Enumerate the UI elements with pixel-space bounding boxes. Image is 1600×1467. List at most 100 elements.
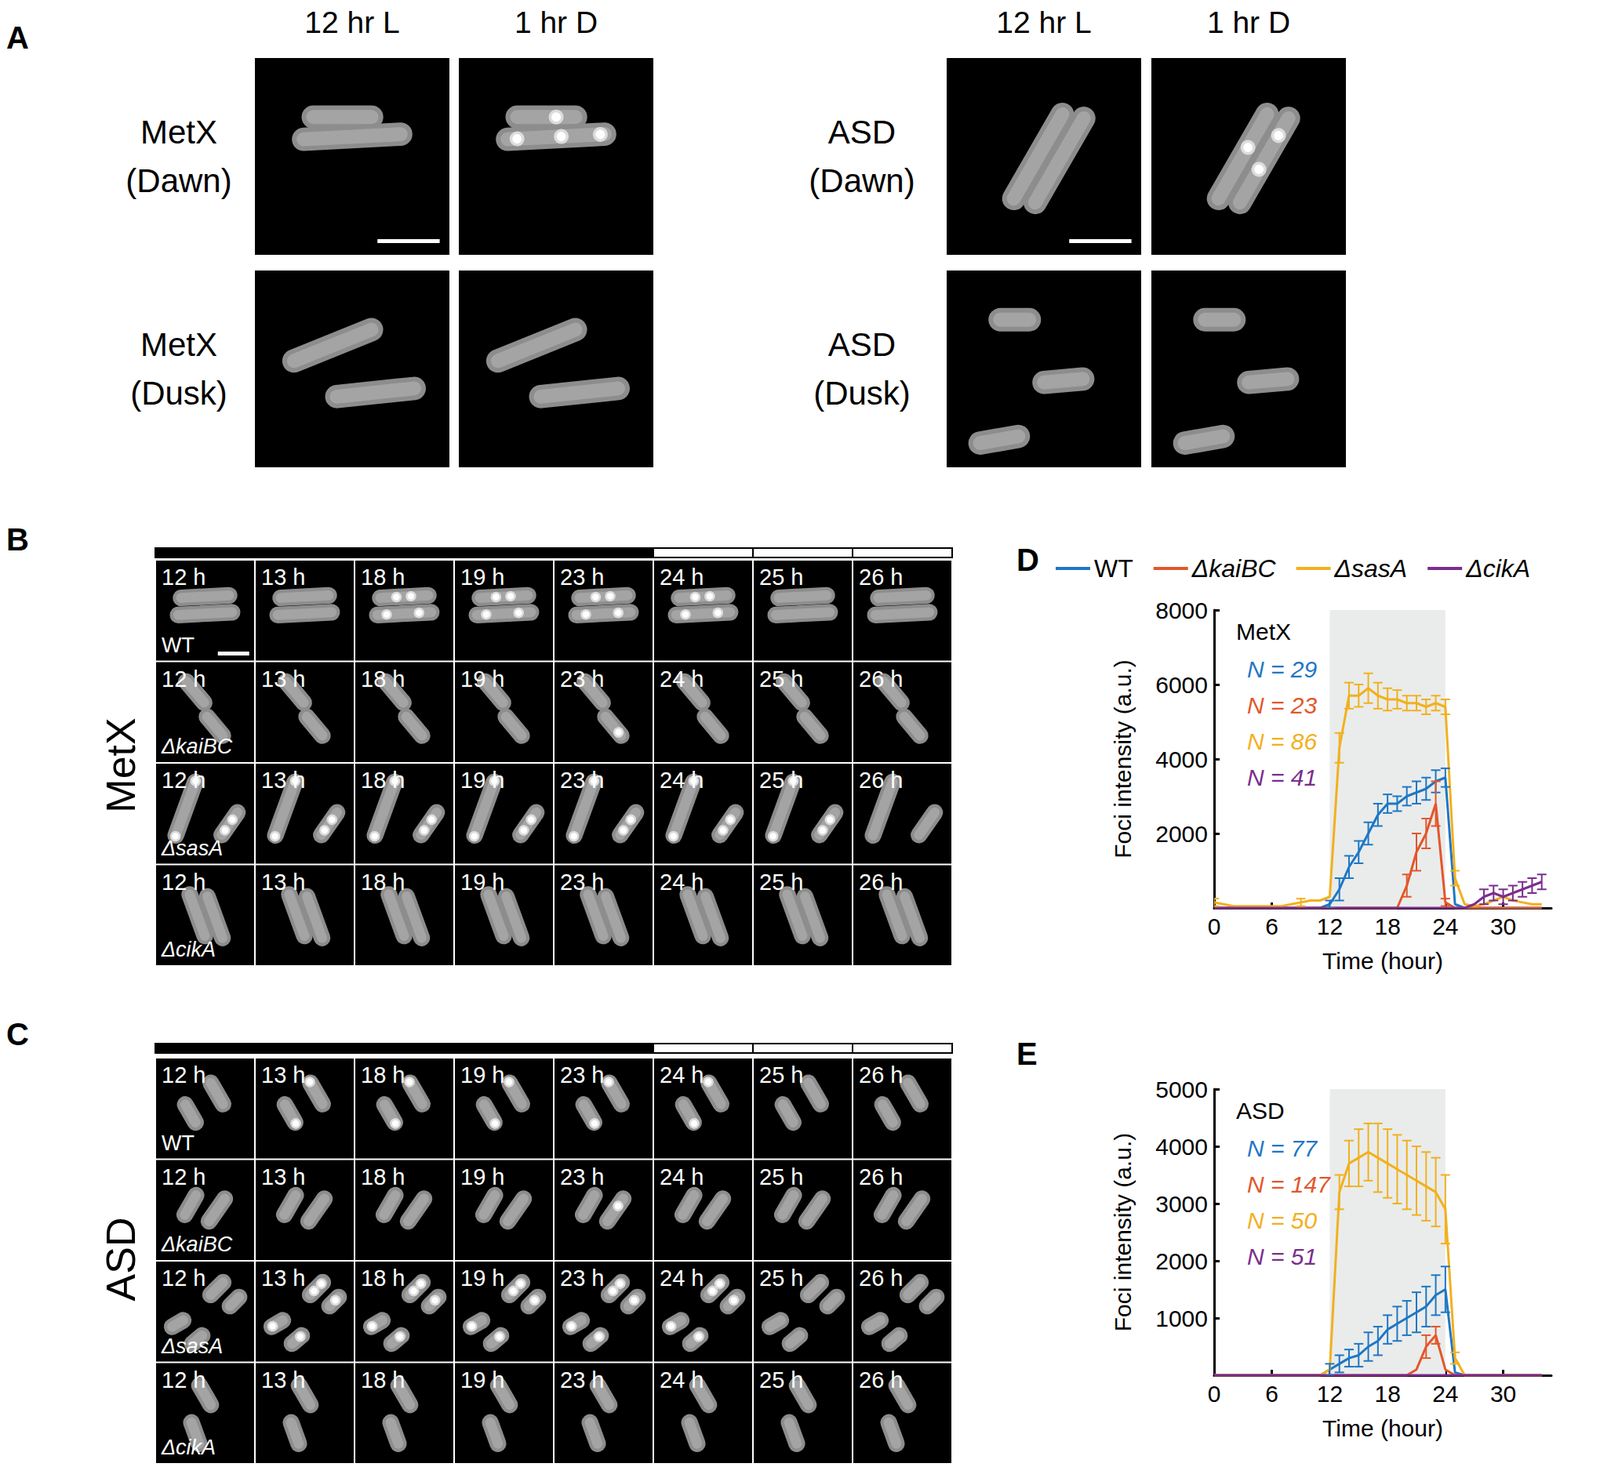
- svg-text:18 h: 18 h: [360, 666, 405, 692]
- svg-text:WT: WT: [1094, 554, 1134, 583]
- svg-text:18 h: 18 h: [360, 1265, 405, 1291]
- svg-text:23 h: 23 h: [560, 1367, 604, 1393]
- svg-text:24 h: 24 h: [659, 666, 704, 692]
- svg-text:12 h: 12 h: [161, 564, 206, 590]
- svg-text:D: D: [1016, 542, 1040, 578]
- svg-text:N = 147: N = 147: [1247, 1171, 1331, 1198]
- svg-text:12 h: 12 h: [161, 666, 206, 692]
- svg-text:ΔkaiBC: ΔkaiBC: [160, 734, 233, 759]
- svg-text:24 h: 24 h: [659, 1164, 704, 1190]
- svg-text:ASD: ASD: [1236, 1098, 1285, 1124]
- svg-text:12 h: 12 h: [161, 1062, 206, 1088]
- svg-text:MetX: MetX: [140, 326, 218, 364]
- svg-text:13 h: 13 h: [261, 767, 306, 793]
- svg-text:Time (hour): Time (hour): [1322, 1415, 1444, 1442]
- svg-text:25 h: 25 h: [759, 869, 804, 895]
- svg-text:19 h: 19 h: [460, 767, 505, 793]
- svg-text:13 h: 13 h: [261, 1265, 306, 1291]
- svg-text:13 h: 13 h: [261, 1164, 306, 1190]
- svg-text:ΔkaiBC: ΔkaiBC: [160, 1232, 233, 1257]
- svg-text:12 hr L: 12 hr L: [996, 5, 1091, 40]
- svg-text:N = 23: N = 23: [1247, 692, 1318, 719]
- svg-text:13 h: 13 h: [261, 1367, 306, 1393]
- svg-text:25 h: 25 h: [759, 1164, 804, 1190]
- svg-text:23 h: 23 h: [560, 869, 604, 895]
- svg-text:WT: WT: [161, 633, 195, 658]
- svg-text:6: 6: [1265, 1381, 1279, 1408]
- svg-text:18: 18: [1374, 1381, 1400, 1408]
- svg-text:24: 24: [1432, 913, 1459, 940]
- svg-text:N = 50: N = 50: [1247, 1207, 1318, 1234]
- svg-text:12 h: 12 h: [161, 869, 206, 895]
- svg-text:24 h: 24 h: [659, 564, 704, 590]
- svg-text:1 hr D: 1 hr D: [1207, 5, 1291, 40]
- svg-text:(Dusk): (Dusk): [813, 374, 911, 412]
- svg-text:25 h: 25 h: [759, 564, 804, 590]
- svg-text:13 h: 13 h: [261, 1062, 306, 1088]
- svg-text:N = 29: N = 29: [1247, 656, 1318, 683]
- svg-text:1000: 1000: [1155, 1305, 1208, 1332]
- svg-text:19 h: 19 h: [460, 1367, 505, 1393]
- svg-text:C: C: [6, 1017, 30, 1052]
- svg-text:25 h: 25 h: [759, 767, 804, 793]
- svg-text:12 h: 12 h: [161, 767, 206, 793]
- svg-text:12: 12: [1316, 1381, 1343, 1408]
- svg-text:N = 77: N = 77: [1247, 1135, 1319, 1162]
- svg-text:24: 24: [1432, 1381, 1459, 1408]
- svg-text:26 h: 26 h: [858, 564, 903, 590]
- svg-text:1 hr D: 1 hr D: [514, 5, 598, 40]
- svg-text:26 h: 26 h: [858, 666, 903, 692]
- svg-text:ΔcikA: ΔcikA: [160, 938, 216, 962]
- svg-text:23 h: 23 h: [560, 1062, 604, 1088]
- svg-text:N = 51: N = 51: [1247, 1243, 1317, 1270]
- svg-text:30: 30: [1490, 1381, 1517, 1408]
- svg-text:19 h: 19 h: [460, 564, 505, 590]
- svg-text:3000: 3000: [1155, 1191, 1208, 1218]
- svg-text:12 hr L: 12 hr L: [304, 5, 400, 40]
- svg-text:25 h: 25 h: [759, 1062, 804, 1088]
- svg-text:13 h: 13 h: [261, 869, 306, 895]
- svg-text:(Dawn): (Dawn): [808, 162, 915, 200]
- svg-text:19 h: 19 h: [460, 869, 505, 895]
- svg-text:19 h: 19 h: [460, 1062, 505, 1088]
- svg-text:25 h: 25 h: [759, 1367, 804, 1393]
- svg-text:2000: 2000: [1155, 821, 1208, 848]
- svg-text:12 h: 12 h: [161, 1367, 206, 1393]
- svg-text:(Dawn): (Dawn): [125, 162, 232, 200]
- svg-text:6000: 6000: [1155, 672, 1208, 699]
- svg-text:ΔsasA: ΔsasA: [160, 1334, 223, 1359]
- svg-text:12: 12: [1316, 913, 1343, 940]
- svg-text:23 h: 23 h: [560, 1265, 604, 1291]
- svg-text:4000: 4000: [1155, 746, 1208, 773]
- svg-text:24 h: 24 h: [659, 869, 704, 895]
- svg-text:26 h: 26 h: [858, 1367, 903, 1393]
- svg-text:ASD: ASD: [828, 326, 896, 364]
- svg-text:MetX: MetX: [1236, 618, 1291, 645]
- svg-text:23 h: 23 h: [560, 666, 604, 692]
- svg-text:13 h: 13 h: [261, 666, 306, 692]
- svg-text:6: 6: [1265, 913, 1279, 940]
- svg-text:25 h: 25 h: [759, 666, 804, 692]
- svg-text:23 h: 23 h: [560, 564, 604, 590]
- svg-text:19 h: 19 h: [460, 1164, 505, 1190]
- svg-text:12 h: 12 h: [161, 1164, 206, 1190]
- svg-text:24 h: 24 h: [659, 1062, 704, 1088]
- svg-text:18: 18: [1374, 913, 1400, 940]
- svg-text:26 h: 26 h: [858, 1265, 903, 1291]
- svg-text:ΔcikA: ΔcikA: [1465, 554, 1531, 583]
- svg-text:N = 86: N = 86: [1247, 728, 1318, 755]
- svg-text:ASD: ASD: [828, 113, 896, 151]
- svg-text:2000: 2000: [1155, 1248, 1208, 1275]
- svg-text:N = 41: N = 41: [1247, 764, 1317, 791]
- svg-text:WT: WT: [161, 1131, 195, 1156]
- svg-text:E: E: [1016, 1036, 1038, 1072]
- svg-text:25 h: 25 h: [759, 1265, 804, 1291]
- svg-text:26 h: 26 h: [858, 1164, 903, 1190]
- svg-text:18 h: 18 h: [360, 1062, 405, 1088]
- svg-text:24 h: 24 h: [659, 1265, 704, 1291]
- svg-text:4000: 4000: [1155, 1134, 1208, 1160]
- svg-text:26 h: 26 h: [858, 869, 903, 895]
- svg-text:Foci intensity (a.u.): Foci intensity (a.u.): [1109, 659, 1136, 859]
- svg-text:18 h: 18 h: [360, 564, 405, 590]
- svg-text:19 h: 19 h: [460, 666, 505, 692]
